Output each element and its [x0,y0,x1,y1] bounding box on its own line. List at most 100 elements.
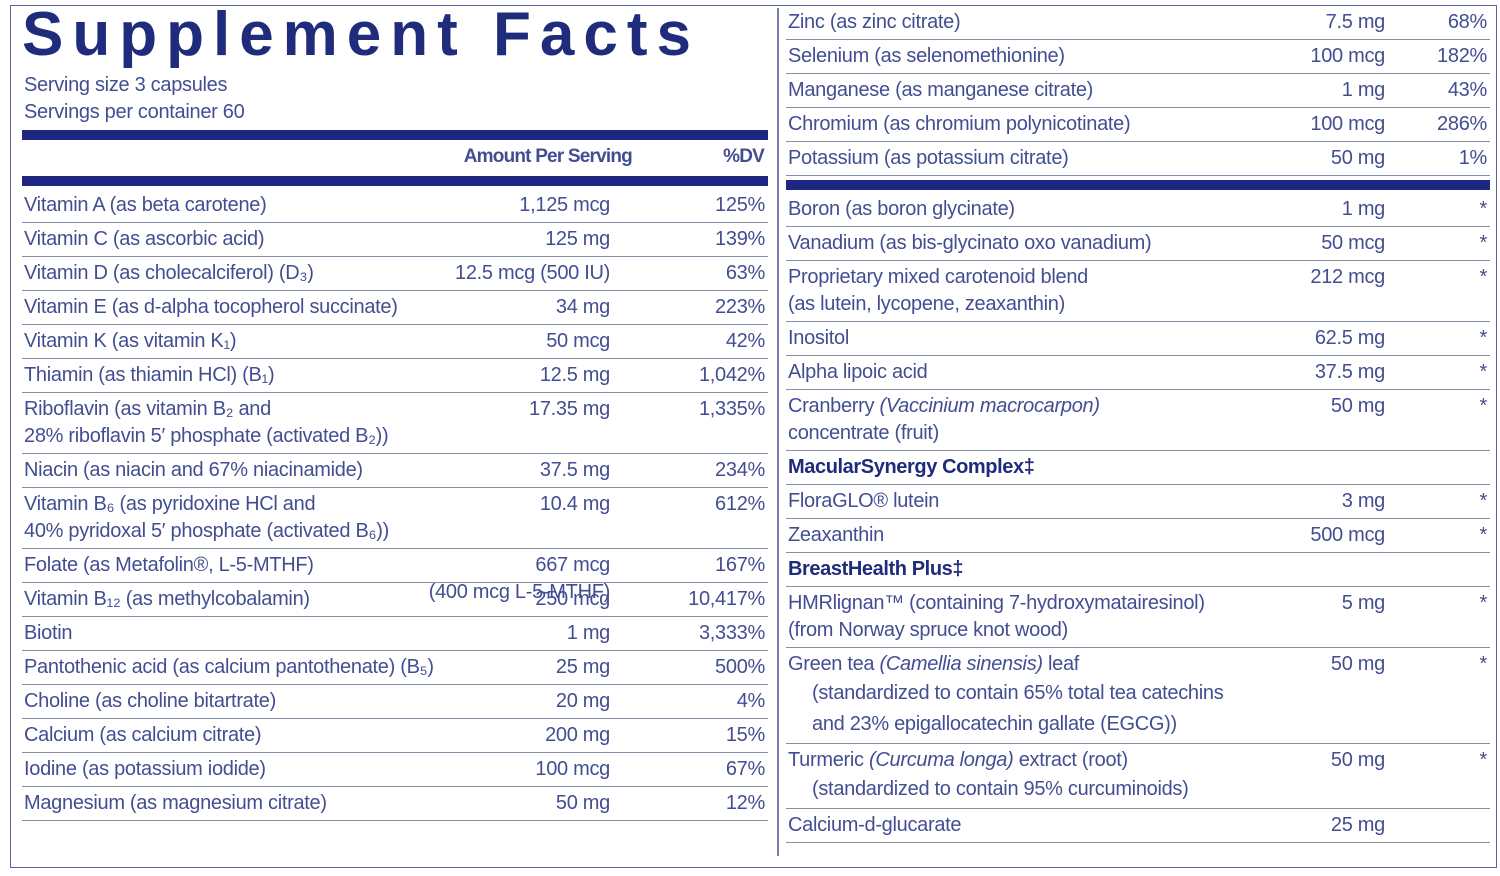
nutrient-name: Vitamin A (as beta carotene) [24,194,267,216]
amount: 200 mg [545,722,610,749]
amount-line: 50 mg [555,792,610,814]
left-rows: Vitamin A (as beta carotene) 1,125 mcg 125… [22,189,768,821]
amount-line: 500 mcg [1310,524,1385,546]
nutrient-name: Calcium-d-glucarate [788,814,962,836]
name-part: (standardized to contain 65% total tea c… [812,682,1224,704]
amount-line: 5 mg [1341,592,1386,614]
nutrient-name: Selenium (as selenomethionine) [788,45,1065,67]
column-divider [777,8,779,856]
nutrient-name: Zeaxanthin [788,524,884,546]
amount-line: 125 mg [545,228,610,250]
title: Supplement Facts [22,0,700,69]
name-part-italic: (Camellia sinensis) [879,653,1044,675]
amount: 50 mg [556,790,610,817]
nutrient-name: Folate (as Metafolin®, L-5-MTHF) [24,554,314,576]
nutrient-row: Chromium (as chromium polynicotinate) 100… [786,108,1490,142]
nutrient-row: Thiamin (as thiamin HCl) (B₁) 12.5 mg 1,04… [22,359,768,393]
nutrient-name: concentrate (fruit) [788,422,940,444]
daily-value: * [1479,749,1488,771]
name-part-italic: (Curcuma longa) [869,749,1014,771]
daily-value: 223% [715,296,765,318]
nutrient-row: Zinc (as zinc citrate) 7.5 mg 68% [786,6,1490,40]
nutrient-name: Manganese (as manganese citrate) [788,79,1094,101]
amount-line: 20 mg [555,690,610,712]
nutrient-name: Vitamin B₁₂ (as methylcobalamin) [24,588,310,610]
nutrient-name: Boron (as boron glycinate) [788,198,1015,220]
amount: 20 mg [556,688,610,715]
nutrient-name: Proprietary mixed carotenoid blend [788,266,1088,288]
daily-value: 1,042% [698,364,765,386]
nutrient-row: Alpha lipoic acid 37.5 mg * [786,356,1490,390]
nutrient-name: Calcium (as calcium citrate) [24,724,262,746]
nutrient-row: Calcium (as calcium citrate) 200 mg 15% [22,719,768,753]
nutrient-row: Iodine (as potassium iodide) 100 mcg 67% [22,753,768,787]
nutrient-row: Inositol 62.5 mg * [786,322,1490,356]
nutrient-name: and 23% epigallocatechin gallate (EGCG)) [788,709,1490,740]
amount-line: 3 mg [1341,490,1386,512]
amount: 3 mg [1341,488,1386,515]
daily-value: * [1479,395,1488,417]
amount: 50 mg [1331,145,1385,172]
nutrient-name: Pantothenic acid (as calcium pantothenat… [24,656,434,678]
daily-value: 167% [715,554,765,576]
amount: 34 mg [556,294,610,321]
daily-value: 139% [715,228,765,250]
nutrient-row: Vitamin B₆ (as pyridoxine HCl and 40% pyr… [22,488,768,549]
daily-value: * [1479,490,1488,512]
nutrient-row: Vitamin E (as d-alpha tocopherol succina… [22,291,768,325]
amount: 37.5 mg [540,457,610,484]
nutrient-name: Vitamin K (as vitamin K₁) [24,330,237,352]
daily-value: 43% [1447,79,1487,101]
nutrient-name: Thiamin (as thiamin HCl) (B₁) [24,364,275,386]
nutrient-row: Folate (as Metafolin®, L-5-MTHF) 667 mcg (… [22,549,768,603]
nutrient-row: Cranberry (Vaccinium macrocarpon) concent… [786,390,1490,451]
nutrient-name: Turmeric (Curcuma longa) extract (root) [788,747,1490,774]
daily-value: * [1479,653,1488,675]
nutrient-row: Green tea (Camellia sinensis) leaf (stand… [786,648,1490,744]
name-part: and 23% epigallocatechin gallate (EGCG)) [812,713,1177,735]
nutrient-row: Selenium (as selenomethionine) 100 mcg 182… [786,40,1490,74]
name-part: Cranberry [788,395,880,417]
nutrient-row: Proprietary mixed carotenoid blend (as lu… [786,261,1490,322]
name-part: Green tea [788,653,880,675]
nutrient-name: (as lutein, lycopene, zeaxanthin) [788,293,1065,315]
amount: 50 mg [1331,651,1385,678]
amount: 50 mg [1331,393,1385,420]
nutrient-row: Biotin 1 mg 3,333% [22,617,768,651]
amount-line: 1 mg [1341,198,1386,220]
amount-line: (400 mcg L-5-MTHF) [428,581,611,603]
amount-line: 50 mg [1330,653,1385,675]
daily-value: 612% [715,493,765,515]
nutrient-name: Choline (as choline bitartrate) [24,690,276,712]
serving-size: Serving size 3 capsules [24,74,228,96]
nutrient-row: Calcium-d-glucarate 25 mg [786,809,1490,843]
amount-line: 100 mcg [535,758,610,780]
daily-value: 1% [1458,147,1488,169]
nutrient-row: FloraGLO® lutein 3 mg * [786,485,1490,519]
amount-line: 37.5 mg [1314,361,1385,383]
right-column: Zinc (as zinc citrate) 7.5 mg 68% Selenium … [786,6,1490,843]
nutrient-name: Magnesium (as magnesium citrate) [24,792,327,814]
daily-value: 500% [715,656,765,678]
amount: 37.5 mg [1315,359,1385,386]
name-part: leaf [1042,653,1080,675]
amount: 212 mcg [1310,264,1385,291]
nutrient-name: Cranberry (Vaccinium macrocarpon) [788,393,1490,420]
nutrient-row: Riboflavin (as vitamin B₂ and 28% ribofla… [22,393,768,454]
nutrient-name: (from Norway spruce knot wood) [788,619,1068,641]
nutrient-row: Turmeric (Curcuma longa) extract (root)(… [786,744,1490,809]
daily-value: * [1479,361,1488,383]
amount-line: 250 mcg [535,588,610,610]
amount: 1 mg [1341,77,1386,104]
daily-value: 67% [725,758,765,780]
amount-line: 1 mg [1341,79,1386,101]
section-heading: BreastHealth Plus‡ [786,553,1490,587]
amount-line: 12.5 mg [539,364,610,386]
dv-header: %DV [723,146,765,167]
daily-value: 68% [1447,11,1487,33]
amount: 100 mcg [1310,43,1385,70]
thick-rule [786,180,1490,190]
daily-value: 1,335% [698,398,765,420]
